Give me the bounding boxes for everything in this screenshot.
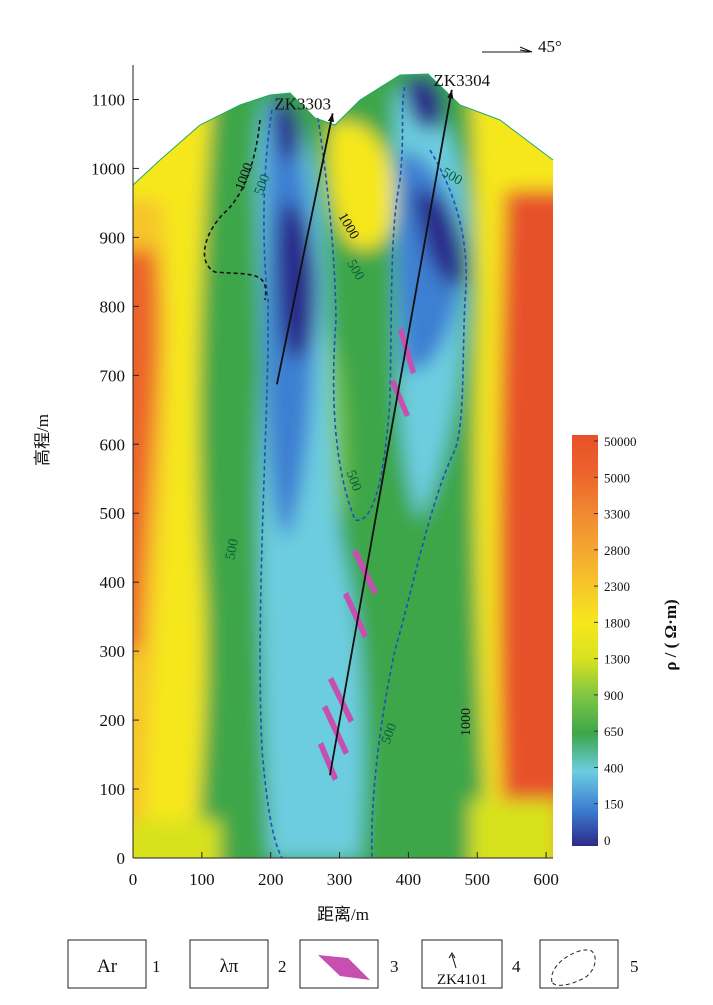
y-tick-label: 200 [100, 711, 126, 730]
borehole-arrow [327, 113, 334, 123]
colorbar-label: 2800 [604, 543, 630, 558]
field-patch [272, 99, 301, 162]
y-tick-label: 1100 [92, 90, 125, 109]
legend-label: 3 [390, 957, 399, 976]
x-tick-label: 200 [258, 870, 284, 889]
contour-lines [203, 84, 468, 859]
x-tick-label: 600 [533, 870, 559, 889]
colorbar-label: 650 [604, 724, 624, 739]
colorbar-label: 900 [604, 688, 624, 703]
legend-symbol: λπ [220, 956, 239, 977]
colorbar-label: 2300 [604, 579, 630, 594]
field-patch [133, 820, 220, 858]
legend-label: 1 [152, 957, 161, 976]
legend-symbol: ZK4101 [437, 972, 487, 988]
field-patch [133, 250, 159, 650]
borehole-label: ZK3304 [433, 71, 490, 90]
colorbar-label: 5000 [604, 470, 630, 485]
x-tick-label: 500 [465, 870, 491, 889]
y-tick-label: 300 [100, 642, 126, 661]
x-tick-label: 300 [327, 870, 353, 889]
y-tick-label: 900 [100, 228, 126, 247]
y-tick-label: 800 [100, 297, 126, 316]
field-patch [328, 121, 395, 250]
x-axis-label: 距离/m [317, 905, 369, 924]
colorbar-label: 150 [604, 797, 624, 812]
borehole-arrow [447, 89, 454, 99]
orientation-label: 45° [538, 37, 562, 56]
contour-label: 500 [223, 538, 241, 561]
y-tick-label: 100 [100, 780, 126, 799]
y-tick-label: 700 [100, 366, 126, 385]
x-tick-label: 0 [129, 870, 138, 889]
terrain-line [132, 73, 554, 186]
y-tick-label: 400 [100, 573, 126, 592]
field-patch [133, 74, 553, 858]
ore-bodies [318, 328, 416, 781]
field-patch [412, 189, 466, 286]
x-tick-label: 100 [189, 870, 215, 889]
colorbar-label: 400 [604, 760, 624, 775]
legend [67, 939, 619, 989]
y-tick-label: 600 [100, 435, 126, 454]
legend-label: 4 [512, 957, 521, 976]
colorbar-label: 1800 [604, 615, 630, 630]
axes [132, 65, 553, 859]
field-patch [405, 77, 443, 130]
contour-label: 500 [379, 721, 400, 746]
field-patch [470, 800, 553, 858]
y-tick-label: 1000 [91, 159, 125, 178]
colorbar-label: 1300 [604, 652, 630, 667]
borehole [329, 89, 453, 776]
orientation-arrowhead [519, 46, 533, 53]
colorbar-label: 50000 [604, 434, 637, 449]
colorbar-label: 0 [604, 833, 611, 848]
resistivity-field [133, 74, 553, 858]
colorbar-title: ρ / ( Ω·m) [661, 599, 680, 670]
field-patch [498, 190, 553, 858]
legend-label: 5 [630, 957, 639, 976]
x-tick-label: 400 [396, 870, 422, 889]
contour-label: 500 [252, 172, 273, 197]
y-axis-label: 高程/m [33, 414, 52, 466]
legend-label: 2 [278, 957, 287, 976]
legend-symbol: Ar [97, 956, 118, 977]
y-tick-label: 500 [100, 504, 126, 523]
borehole [276, 113, 334, 385]
colorbar [572, 435, 598, 846]
contour-label: 1000 [459, 708, 474, 736]
borehole-label: ZK3303 [274, 94, 331, 113]
y-tick-label: 0 [117, 849, 126, 868]
contour-label: 500 [343, 468, 364, 493]
colorbar-label: 3300 [604, 507, 630, 522]
